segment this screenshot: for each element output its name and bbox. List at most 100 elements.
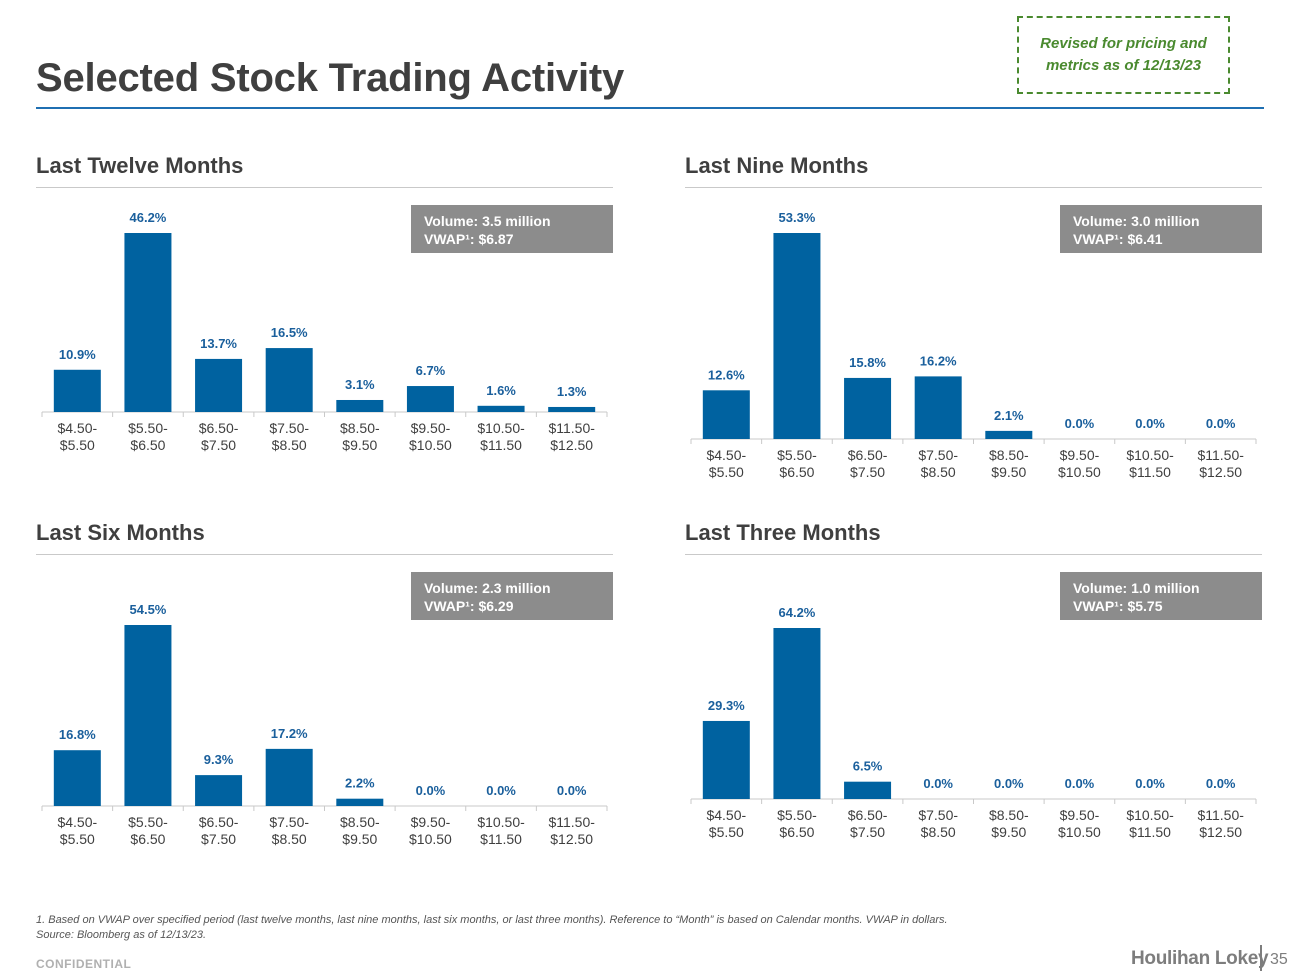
category-label: $8.50-	[989, 447, 1029, 463]
category-label: $8.50-	[340, 814, 380, 830]
category-label: $9.50-	[1060, 447, 1100, 463]
volume-text: Volume: 1.0 million	[1073, 580, 1200, 596]
revised-note-text: Revised for pricing and metrics as of 12…	[1040, 35, 1207, 74]
bar-data-label: 54.5%	[130, 602, 167, 617]
vwap-text: VWAP¹: $6.87	[424, 231, 514, 247]
category-label: $11.50-	[1197, 447, 1244, 463]
volume-vwap-box: Volume: 3.0 million VWAP¹: $6.41	[1060, 205, 1262, 253]
bar	[265, 748, 313, 806]
category-label: $11.50-	[548, 814, 595, 830]
category-label: $11.50-	[548, 420, 595, 436]
bar	[195, 775, 243, 806]
vwap-text: VWAP¹: $6.29	[424, 598, 514, 614]
bar-data-label: 16.2%	[920, 353, 957, 368]
category-label: $12.50	[1199, 824, 1242, 840]
bar-data-label: 0.0%	[416, 783, 446, 798]
category-label: $8.50	[921, 464, 956, 480]
chart-title-divider	[685, 187, 1262, 188]
bar-data-label: 1.3%	[557, 384, 587, 399]
volume-text: Volume: 3.0 million	[1073, 213, 1200, 229]
bar-data-label: 0.0%	[923, 776, 953, 791]
category-label: $10.50-	[1126, 447, 1174, 463]
bar	[124, 233, 172, 412]
bar-data-label: 1.6%	[486, 383, 516, 398]
bar-data-label: 29.3%	[708, 698, 745, 713]
volume-text: Volume: 2.3 million	[424, 580, 551, 596]
category-label: $9.50	[342, 831, 377, 847]
category-label: $9.50-	[411, 814, 451, 830]
bar	[124, 625, 172, 806]
bar	[195, 358, 243, 412]
volume-text: Volume: 3.5 million	[424, 213, 551, 229]
volume-vwap-box: Volume: 1.0 million VWAP¹: $5.75	[1060, 572, 1262, 620]
category-label: $10.50-	[1126, 807, 1174, 823]
brand-divider	[1260, 945, 1262, 971]
category-label: $6.50	[779, 464, 814, 480]
bar	[702, 390, 750, 439]
chart-panel-last-nine-months: Last Nine Months 12.6% $4.50- $5.50 53.3% $5…	[685, 153, 1262, 493]
category-label: $5.50	[60, 437, 95, 453]
chart-title: Last Nine Months	[685, 153, 869, 178]
bar	[336, 798, 384, 806]
category-label: $9.50	[991, 824, 1026, 840]
bar-data-label: 0.0%	[994, 776, 1024, 791]
bar-chart-svg: 16.8% $4.50-$5.50 54.5% $5.50-$6.50 9.3% $6.5…	[41, 602, 608, 847]
volume-vwap-box: Volume: 2.3 million VWAP¹: $6.29	[411, 572, 613, 620]
bar-data-label: 2.2%	[345, 776, 375, 791]
category-label: $7.50	[201, 831, 236, 847]
bar-data-label: 46.2%	[130, 210, 167, 225]
category-label: $8.50	[272, 437, 307, 453]
category-label: $4.50-	[57, 814, 97, 830]
bar-data-label: 10.9%	[59, 347, 96, 362]
category-label: $7.50	[201, 437, 236, 453]
category-label: $11.50	[1129, 824, 1171, 840]
category-label: $7.50-	[269, 814, 309, 830]
chart-title-divider	[685, 554, 1262, 555]
volume-vwap-box: Volume: 3.5 million VWAP¹: $6.87	[411, 205, 613, 253]
category-label: $11.50-	[1197, 807, 1244, 823]
bar-data-label: 0.0%	[1206, 416, 1236, 431]
bar-data-label: 2.1%	[994, 408, 1024, 423]
chart-title-divider	[36, 554, 613, 555]
category-label: $6.50-	[848, 807, 888, 823]
category-label: $5.50	[709, 464, 744, 480]
chart-title: Last Three Months	[685, 520, 881, 545]
bar-data-label: 0.0%	[1206, 776, 1236, 791]
bar	[406, 386, 454, 412]
category-label: $6.50	[130, 831, 165, 847]
bar-data-label: 53.3%	[779, 210, 816, 225]
bar	[773, 628, 821, 799]
bar	[702, 720, 750, 799]
bar	[985, 430, 1033, 439]
title-divider	[36, 107, 1264, 109]
bar	[53, 750, 101, 806]
footnote-vwap: 1. Based on VWAP over specified period (…	[36, 914, 948, 926]
category-label: $8.50	[921, 824, 956, 840]
bar-data-label: 16.8%	[59, 727, 96, 742]
category-label: $5.50	[60, 831, 95, 847]
bar-data-label: 6.7%	[416, 363, 446, 378]
bar-data-label: 9.3%	[204, 752, 234, 767]
bar-data-label: 16.5%	[271, 325, 308, 340]
chart-title: Last Twelve Months	[36, 153, 244, 178]
bar-data-label: 13.7%	[200, 336, 237, 351]
category-label: $10.50-	[477, 420, 525, 436]
category-label: $5.50	[709, 824, 744, 840]
brand-logo: Houlihan Lokey	[1131, 948, 1269, 969]
bar-data-label: 0.0%	[486, 783, 516, 798]
category-label: $8.50	[272, 831, 307, 847]
bar-chart-svg: 10.9% $4.50-$5.50 46.2% $5.50-$6.50 13.7% $6.…	[41, 210, 608, 453]
category-label: $9.50	[342, 437, 377, 453]
chart-title-divider	[36, 187, 613, 188]
bar	[548, 406, 596, 412]
bar-data-label: 0.0%	[1065, 416, 1095, 431]
category-label: $8.50-	[340, 420, 380, 436]
category-label: $4.50-	[706, 807, 746, 823]
category-label: $7.50-	[269, 420, 309, 436]
bar-data-label: 0.0%	[557, 783, 587, 798]
vwap-text: VWAP¹: $5.75	[1073, 598, 1163, 614]
bar-data-label: 3.1%	[345, 377, 375, 392]
category-label: $4.50-	[57, 420, 97, 436]
category-label: $9.50-	[1060, 807, 1100, 823]
category-label: $11.50	[480, 437, 522, 453]
